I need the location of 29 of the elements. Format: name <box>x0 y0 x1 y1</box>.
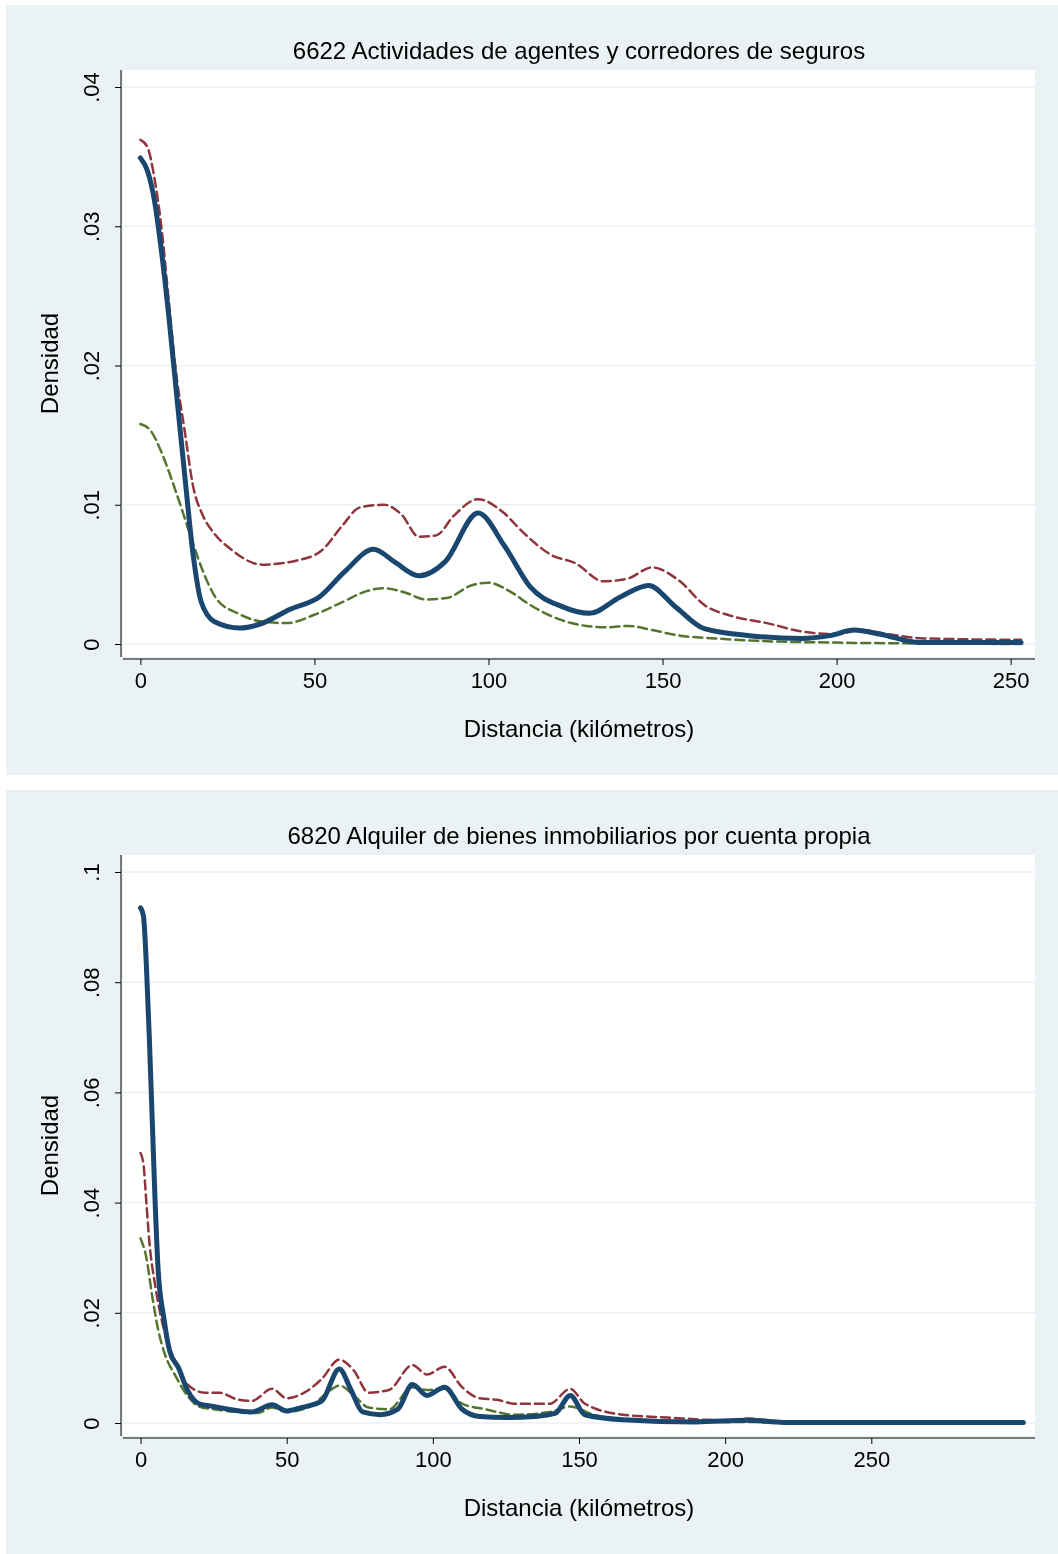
x-tick-label: 150 <box>644 667 682 693</box>
x-axis-title: Distancia (kilómetros) <box>463 715 695 742</box>
x-tick-label: 50 <box>302 667 328 693</box>
x-tick-label: 100 <box>414 1446 452 1472</box>
chart-title: 6622 Actividades de agentes y corredores de seguros <box>292 37 866 64</box>
x-tick-label: 250 <box>992 667 1030 693</box>
x-tick-label: 50 <box>274 1446 300 1472</box>
y-tick-label: .02 <box>79 350 104 382</box>
x-tick-label: 250 <box>853 1446 891 1472</box>
x-tick-label: 100 <box>470 667 508 693</box>
y-axis-title: Densidad <box>36 1094 63 1197</box>
y-tick-label: 0 <box>79 1417 104 1430</box>
y-tick-label: .03 <box>79 211 104 243</box>
y-tick-label: .08 <box>79 967 104 998</box>
y-tick-label: .04 <box>79 72 104 103</box>
x-tick-label: 200 <box>707 1446 745 1472</box>
y-tick-label: .01 <box>79 489 104 521</box>
y-tick-label: .1 <box>79 863 104 882</box>
chart-title: 6820 Alquiler de bienes inmobiliarios por cuenta propia <box>287 822 872 849</box>
x-axis-title: Distancia (kilómetros) <box>463 1494 695 1521</box>
y-tick-label: 0 <box>79 638 104 651</box>
y-tick-label: .06 <box>79 1077 104 1109</box>
y-axis-title: Densidad <box>36 312 63 415</box>
x-tick-label: 0 <box>134 667 148 693</box>
x-tick-label: 200 <box>818 667 856 693</box>
y-tick-label: .02 <box>79 1298 104 1329</box>
y-tick-label: .04 <box>79 1187 104 1219</box>
x-tick-label: 0 <box>134 1446 148 1472</box>
x-tick-label: 150 <box>561 1446 598 1472</box>
